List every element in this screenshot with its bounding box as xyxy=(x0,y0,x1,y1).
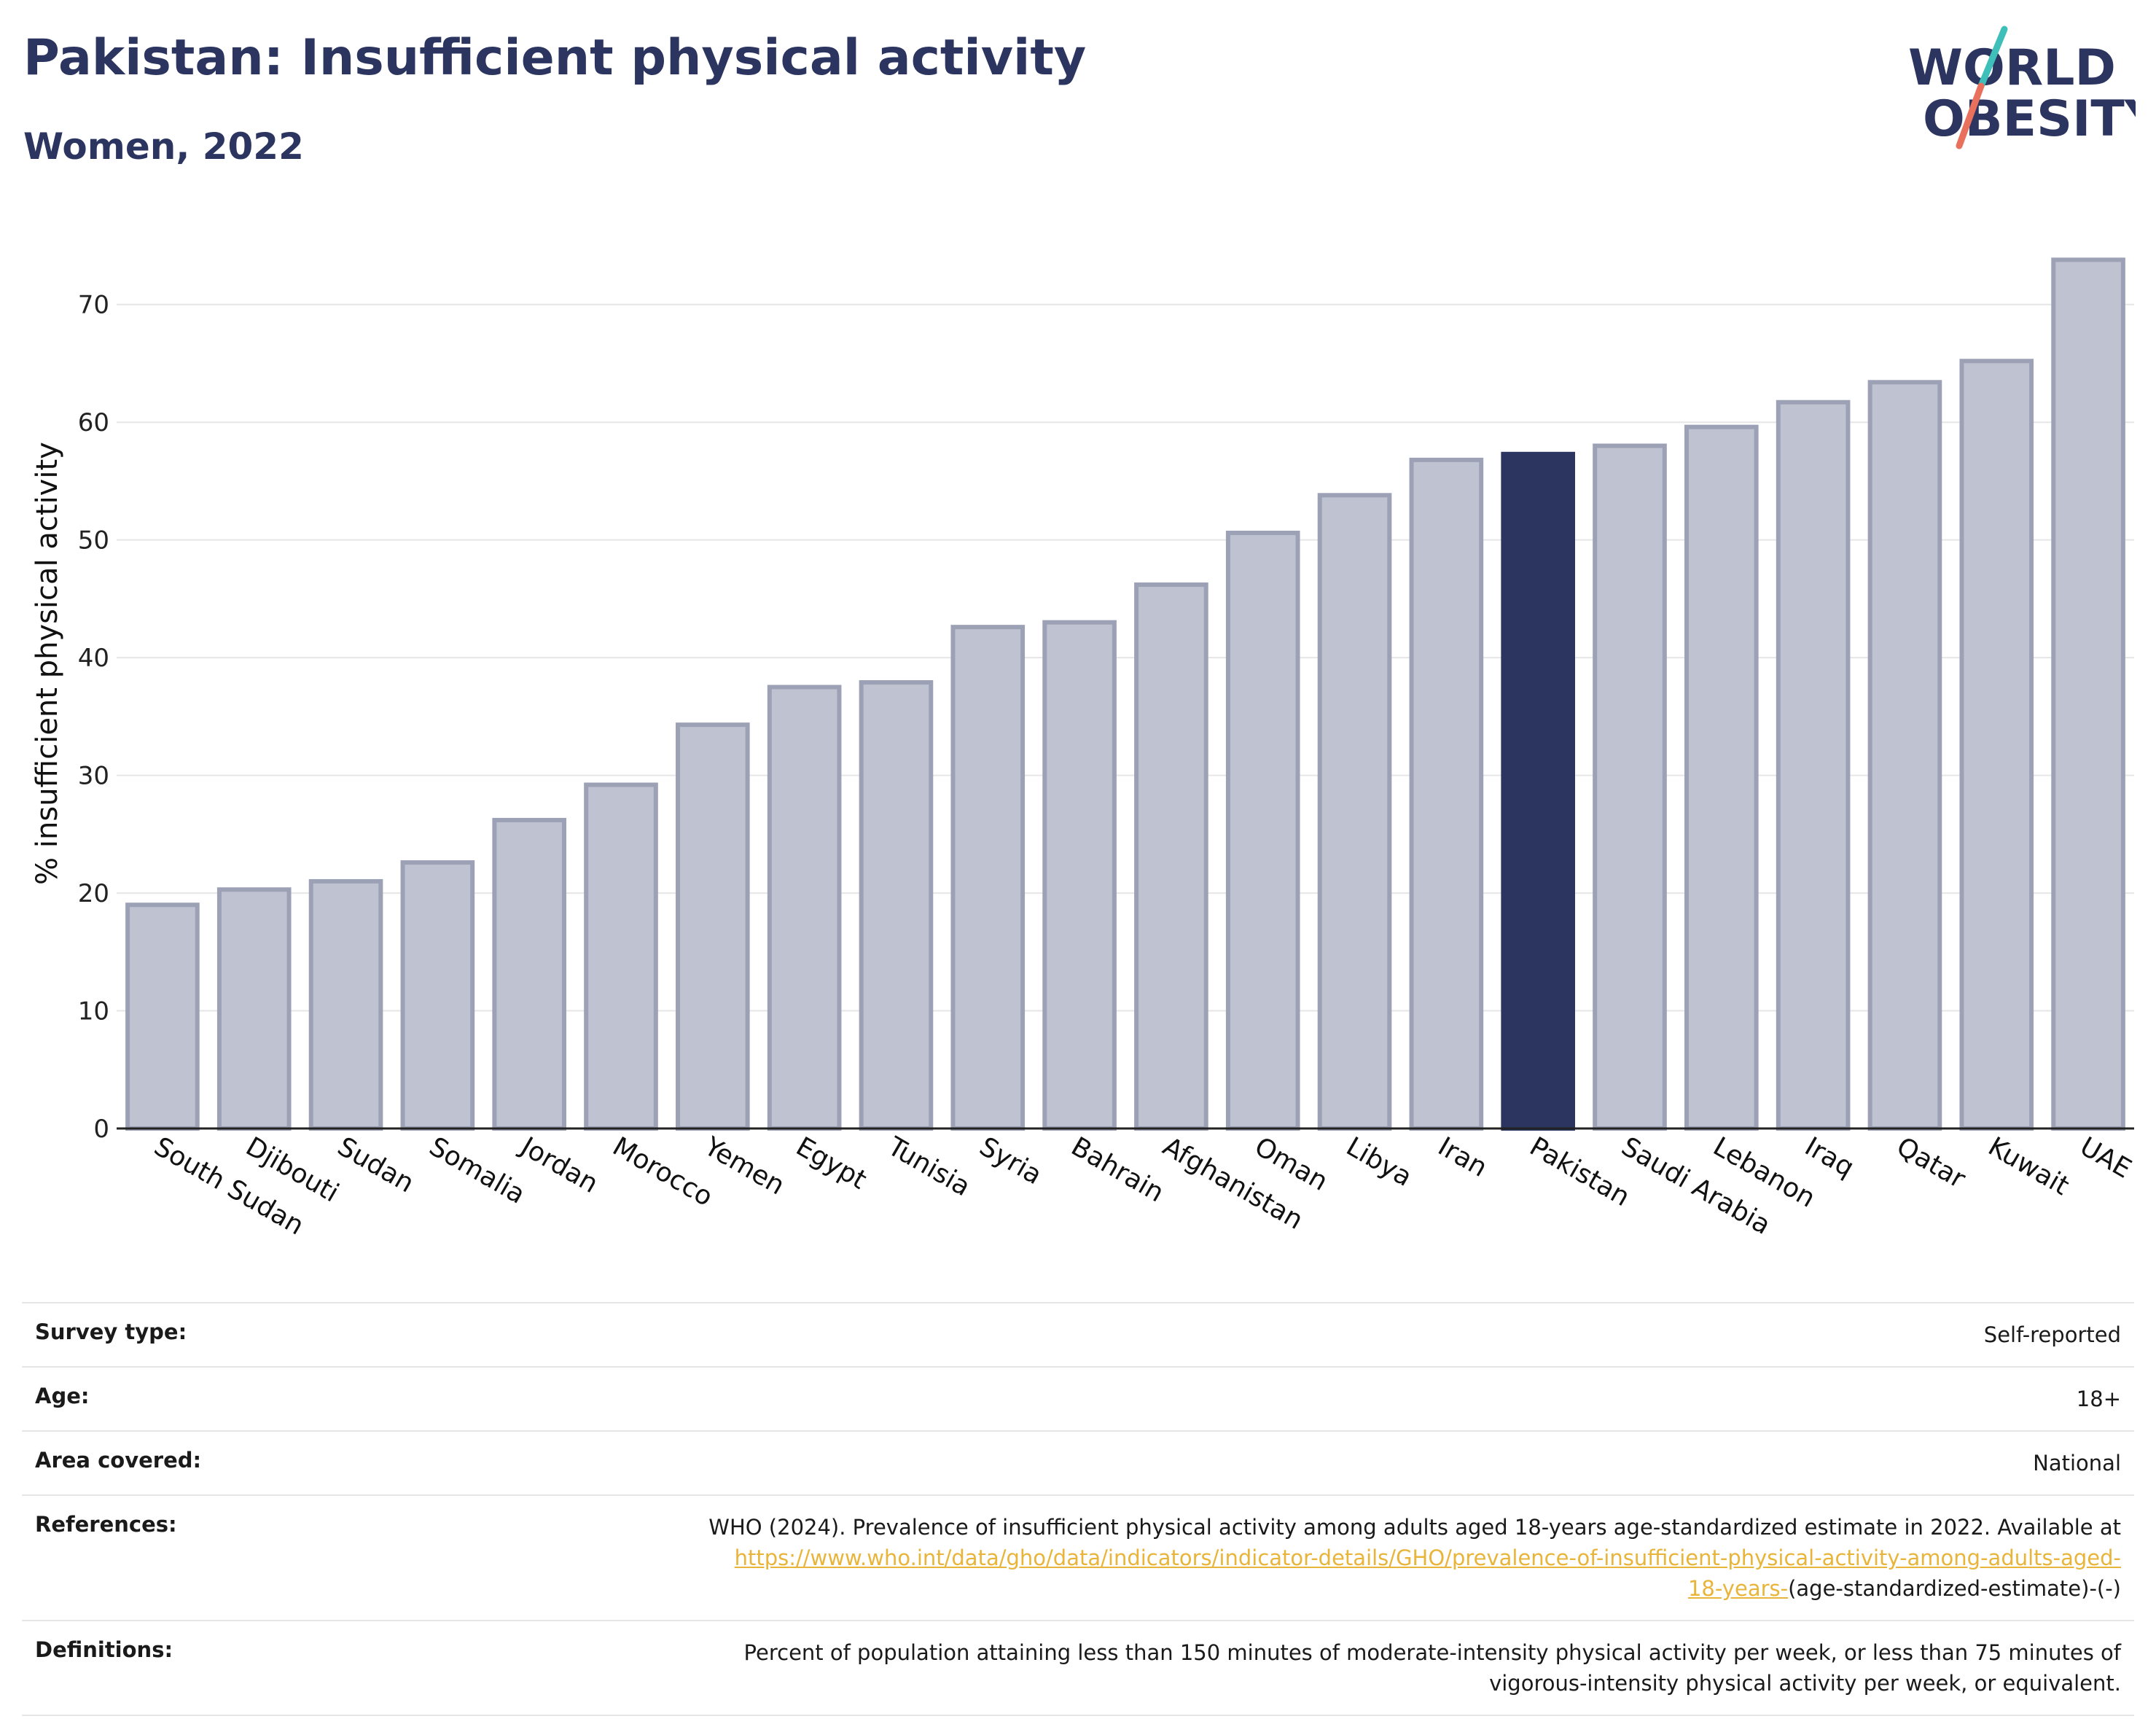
bar-lebanon xyxy=(1684,424,1759,1131)
survey-type-key: Survey type: xyxy=(35,1319,187,1344)
y-tick-label: 0 xyxy=(93,1115,109,1144)
x-tick-label: UAE xyxy=(2075,1131,2136,1184)
x-tick-label: Morocco xyxy=(608,1131,718,1212)
x-tick-label: Egypt xyxy=(791,1131,871,1195)
age-value: 18+ xyxy=(2076,1387,2121,1411)
x-tick-label: Iraq xyxy=(1800,1131,1859,1183)
references-value: WHO (2024). Prevalence of insufficient p… xyxy=(558,1495,2134,1621)
logo-line-2: OBESITY xyxy=(1923,90,2136,148)
y-tick-label: 10 xyxy=(78,997,109,1026)
row-area-covered: Area covered: National xyxy=(22,1431,2134,1495)
bar-pakistan xyxy=(1501,451,1575,1131)
x-tick-label: Somalia xyxy=(424,1131,530,1210)
x-tick-label: Pakistan xyxy=(1525,1131,1635,1212)
x-tick-label: Qatar xyxy=(1891,1131,1970,1194)
logo-line-1: WORLD xyxy=(1908,39,2116,97)
y-axis-ticks: 0 10 20 30 40 50 60 70 xyxy=(78,291,109,1144)
metadata-table: Survey type: Self-reported Age: 18+ Area… xyxy=(22,1302,2134,1716)
x-tick-label: Libya xyxy=(1341,1131,1417,1193)
bar-somalia xyxy=(400,860,475,1131)
row-survey-type: Survey type: Self-reported xyxy=(22,1303,2134,1367)
chart-subtitle: Women, 2022 xyxy=(23,125,304,168)
row-references: References: WHO (2024). Prevalence of in… xyxy=(22,1495,2134,1621)
definitions-line-2: vigorous-intensity physical activity per… xyxy=(1489,1671,2121,1696)
definitions-key: Definitions: xyxy=(35,1637,173,1662)
y-tick-label: 50 xyxy=(78,526,109,555)
area-covered-key: Area covered: xyxy=(35,1448,202,1473)
y-tick-label: 70 xyxy=(78,291,109,320)
references-key: References: xyxy=(35,1512,177,1537)
bar-syria xyxy=(950,625,1026,1131)
logo-slash-teal xyxy=(1977,26,2008,90)
bar-yemen xyxy=(676,722,750,1131)
bar-south-sudan xyxy=(125,902,200,1131)
bar-chart: 0 10 20 30 40 50 60 70 South SudanDjiboutiSudan… xyxy=(31,257,2136,1241)
bar-iraq xyxy=(1776,399,1851,1131)
references-suffix: (age-standardized-estimate)-(-) xyxy=(1788,1576,2121,1601)
x-tick-label: Bahrain xyxy=(1066,1131,1169,1208)
y-tick-label: 60 xyxy=(78,408,109,437)
bar-tunisia xyxy=(859,680,934,1131)
bar-djibouti xyxy=(216,887,292,1131)
definitions-value: Percent of population attaining less tha… xyxy=(558,1621,2134,1715)
bar-morocco xyxy=(584,782,658,1131)
definitions-line-1: Percent of population attaining less tha… xyxy=(743,1640,2121,1665)
x-tick-label: Iran xyxy=(1433,1131,1492,1183)
x-tick-label: Jordan xyxy=(515,1131,603,1199)
reference-link-continued[interactable]: 18-years- xyxy=(1687,1576,1789,1601)
bar-qatar xyxy=(1867,380,1942,1131)
bar-sudan xyxy=(308,878,383,1131)
area-covered-value: National xyxy=(2033,1451,2121,1475)
row-definitions: Definitions: Percent of population attai… xyxy=(22,1621,2134,1715)
x-tick-label: Kuwait xyxy=(1983,1131,2074,1201)
bar-bahrain xyxy=(1042,620,1117,1131)
age-key: Age: xyxy=(35,1384,90,1408)
bar-iran xyxy=(1409,457,1484,1131)
bar-kuwait xyxy=(1959,359,2034,1131)
references-text: WHO (2024). Prevalence of insufficient p… xyxy=(708,1515,2121,1540)
y-tick-label: 30 xyxy=(78,762,109,791)
bar-egypt xyxy=(767,685,842,1131)
x-tick-label: Sudan xyxy=(332,1131,419,1198)
y-axis-label: % insufficient physical activity xyxy=(31,442,64,885)
bar-saudi-arabia xyxy=(1593,443,1667,1131)
row-age: Age: 18+ xyxy=(22,1367,2134,1431)
bar-libya xyxy=(1317,493,1392,1131)
x-tick-label: Tunisia xyxy=(882,1131,975,1202)
bar-oman xyxy=(1225,530,1300,1131)
y-tick-label: 40 xyxy=(78,644,109,673)
logo-slash-red xyxy=(1956,82,1985,149)
chart-title: Pakistan: Insufficient physical activity xyxy=(23,29,1087,87)
bar-uae xyxy=(2051,257,2125,1131)
survey-type-value: Self-reported xyxy=(1983,1322,2121,1347)
world-obesity-logo: WORLD OBESITY xyxy=(1908,26,2136,149)
bar-jordan xyxy=(492,817,566,1131)
bar-afghanistan xyxy=(1134,582,1208,1131)
y-tick-label: 20 xyxy=(78,879,109,908)
x-tick-label: Syria xyxy=(975,1131,1047,1190)
bars xyxy=(125,257,2125,1131)
reference-link[interactable]: https://www.who.int/data/gho/data/indica… xyxy=(734,1545,2121,1570)
